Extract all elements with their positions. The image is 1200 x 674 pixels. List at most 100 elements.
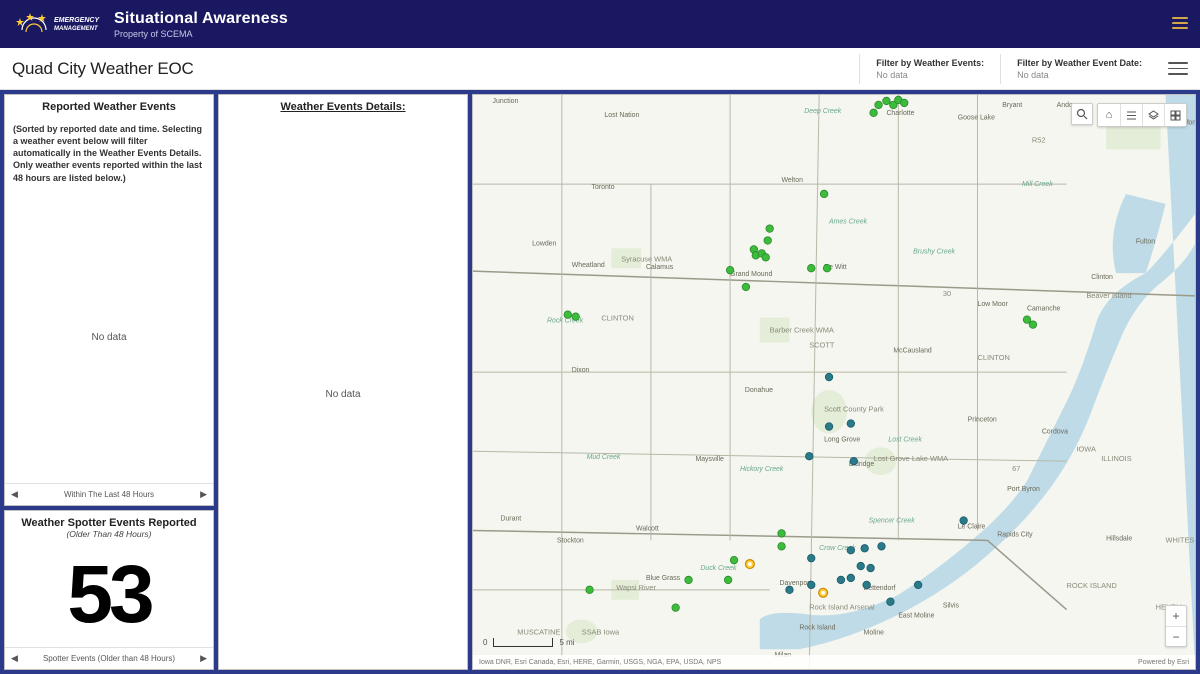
map-marker-teal[interactable] — [914, 581, 922, 589]
map-label: Calamus — [646, 264, 674, 271]
map-marker-green[interactable] — [823, 264, 831, 272]
map-marker-green[interactable] — [766, 225, 774, 233]
map-marker-teal[interactable] — [847, 420, 855, 428]
map-marker-green[interactable] — [762, 254, 770, 262]
agency-logo: EMERGENCY MANAGEMENT — [12, 8, 102, 40]
dashboard-options-button[interactable] — [1168, 59, 1188, 79]
map-scale: 0 5 mi — [483, 638, 575, 647]
map-marker-teal[interactable] — [960, 517, 968, 525]
map-panel[interactable]: JunctionLost NationTorontoLowdenWheatlan… — [472, 94, 1196, 670]
map-marker-teal[interactable] — [857, 562, 865, 570]
svg-text:MANAGEMENT: MANAGEMENT — [54, 26, 99, 32]
reported-events-body: No data — [5, 192, 213, 483]
map-marker-teal[interactable] — [825, 423, 833, 431]
map-label: Charlotte — [886, 110, 914, 117]
map-marker-green[interactable] — [572, 313, 580, 321]
spotter-count: 53 — [5, 539, 213, 647]
map-zoom-out-button[interactable]: − — [1166, 626, 1186, 646]
map-label: Barber Creek WMA — [770, 326, 834, 335]
map-marker-green[interactable] — [870, 109, 878, 117]
scale-bar — [493, 641, 553, 647]
map-marker-teal[interactable] — [805, 452, 813, 460]
map-marker-green[interactable] — [1029, 321, 1037, 329]
map-label: Wheatland — [572, 262, 605, 269]
pager-prev-icon[interactable]: ◀ — [5, 489, 24, 500]
map-label: East Moline — [898, 613, 934, 620]
reported-events-title: Reported Weather Events — [5, 95, 213, 119]
map-marker-teal[interactable] — [807, 554, 815, 562]
app-subtitle: Property of SCEMA — [114, 29, 288, 39]
spotter-title: Weather Spotter Events Reported — [5, 511, 213, 529]
map-marker-teal[interactable] — [850, 457, 858, 465]
map-legend-button[interactable] — [1120, 104, 1142, 126]
map-label: CLINTON — [601, 314, 633, 323]
map-marker-teal[interactable] — [825, 373, 833, 381]
map-marker-green[interactable] — [778, 530, 786, 538]
filter1-label: Filter by Weather Events: — [876, 58, 984, 68]
app-header: EMERGENCY MANAGEMENT Situational Awarene… — [0, 0, 1200, 48]
map-label: Ames Creek — [828, 219, 868, 226]
map-marker-green[interactable] — [685, 576, 693, 584]
map-marker-green[interactable] — [742, 283, 750, 291]
map-label: Cordova — [1042, 428, 1068, 435]
map-label: Maysville — [695, 456, 724, 463]
map-zoom-in-button[interactable]: + — [1166, 606, 1186, 626]
map-marker-green[interactable] — [724, 576, 732, 584]
app-title: Situational Awareness — [114, 10, 288, 28]
header-menu-button[interactable] — [1172, 14, 1188, 32]
map-marker-green[interactable] — [586, 586, 594, 594]
pager-next-icon[interactable]: ▶ — [194, 489, 213, 500]
map-marker-teal[interactable] — [878, 543, 886, 551]
map-marker-green[interactable] — [764, 237, 772, 245]
pager-next-icon[interactable]: ▶ — [194, 653, 213, 664]
map-marker-teal[interactable] — [807, 581, 815, 589]
map-marker-teal[interactable] — [887, 598, 895, 606]
weather-details-title: Weather Events Details: — [219, 95, 467, 119]
filter-weather-events[interactable]: Filter by Weather Events: No data — [859, 54, 1000, 84]
pager-prev-icon[interactable]: ◀ — [5, 653, 24, 664]
map-marker-green[interactable] — [807, 264, 815, 272]
reported-events-panel: Reported Weather Events (Sorted by repor… — [4, 94, 214, 506]
map-zoom-controls: + − — [1165, 605, 1187, 647]
map-label: Walcott — [636, 525, 659, 532]
map-canvas[interactable]: JunctionLost NationTorontoLowdenWheatlan… — [473, 95, 1195, 669]
map-label: Syracuse WMA — [621, 254, 672, 263]
map-attr-left: Iowa DNR, Esri Canada, Esri, HERE, Garmi… — [479, 659, 721, 666]
map-label: Davenport — [780, 580, 812, 587]
map-marker-green[interactable] — [778, 543, 786, 551]
map-marker-teal[interactable] — [847, 546, 855, 554]
filter1-value: No data — [876, 70, 984, 80]
map-search-button[interactable] — [1071, 103, 1093, 125]
map-marker-teal[interactable] — [786, 586, 794, 594]
weather-details-body: No data — [219, 119, 467, 669]
map-label: Low Moor — [978, 301, 1009, 308]
map-label: Lost Creek — [888, 436, 922, 443]
map-marker-green[interactable] — [672, 604, 680, 612]
map-marker-green[interactable] — [730, 556, 738, 564]
map-home-button[interactable]: ⌂ — [1098, 104, 1120, 126]
map-marker-teal[interactable] — [867, 564, 875, 572]
map-marker-green[interactable] — [883, 97, 891, 105]
scale-label: 5 mi — [559, 638, 574, 647]
map-marker-teal[interactable] — [847, 574, 855, 582]
map-label: MUSCATINE — [517, 627, 560, 636]
map-marker-green[interactable] — [564, 311, 572, 319]
map-marker-green[interactable] — [875, 101, 883, 109]
map-label: Le Claire — [958, 523, 986, 530]
map-label: Long Grove — [824, 436, 860, 443]
map-marker-teal[interactable] — [863, 581, 871, 589]
map-label: Scott County Park — [824, 405, 884, 414]
map-marker-teal[interactable] — [837, 576, 845, 584]
map-basemap-button[interactable] — [1164, 104, 1186, 126]
map-marker-green[interactable] — [820, 190, 828, 198]
map-label: Junction — [493, 98, 519, 105]
map-marker-green[interactable] — [726, 266, 734, 274]
map-toolbar: ⌂ — [1071, 103, 1187, 127]
map-label: Mill Creek — [1022, 181, 1053, 188]
map-marker-green[interactable] — [901, 99, 909, 107]
map-attribution: Iowa DNR, Esri Canada, Esri, HERE, Garmi… — [473, 655, 1195, 669]
svg-text:EMERGENCY: EMERGENCY — [54, 17, 100, 24]
map-marker-teal[interactable] — [861, 545, 869, 553]
filter-weather-event-date[interactable]: Filter by Weather Event Date: No data — [1000, 54, 1158, 84]
map-layers-button[interactable] — [1142, 104, 1164, 126]
